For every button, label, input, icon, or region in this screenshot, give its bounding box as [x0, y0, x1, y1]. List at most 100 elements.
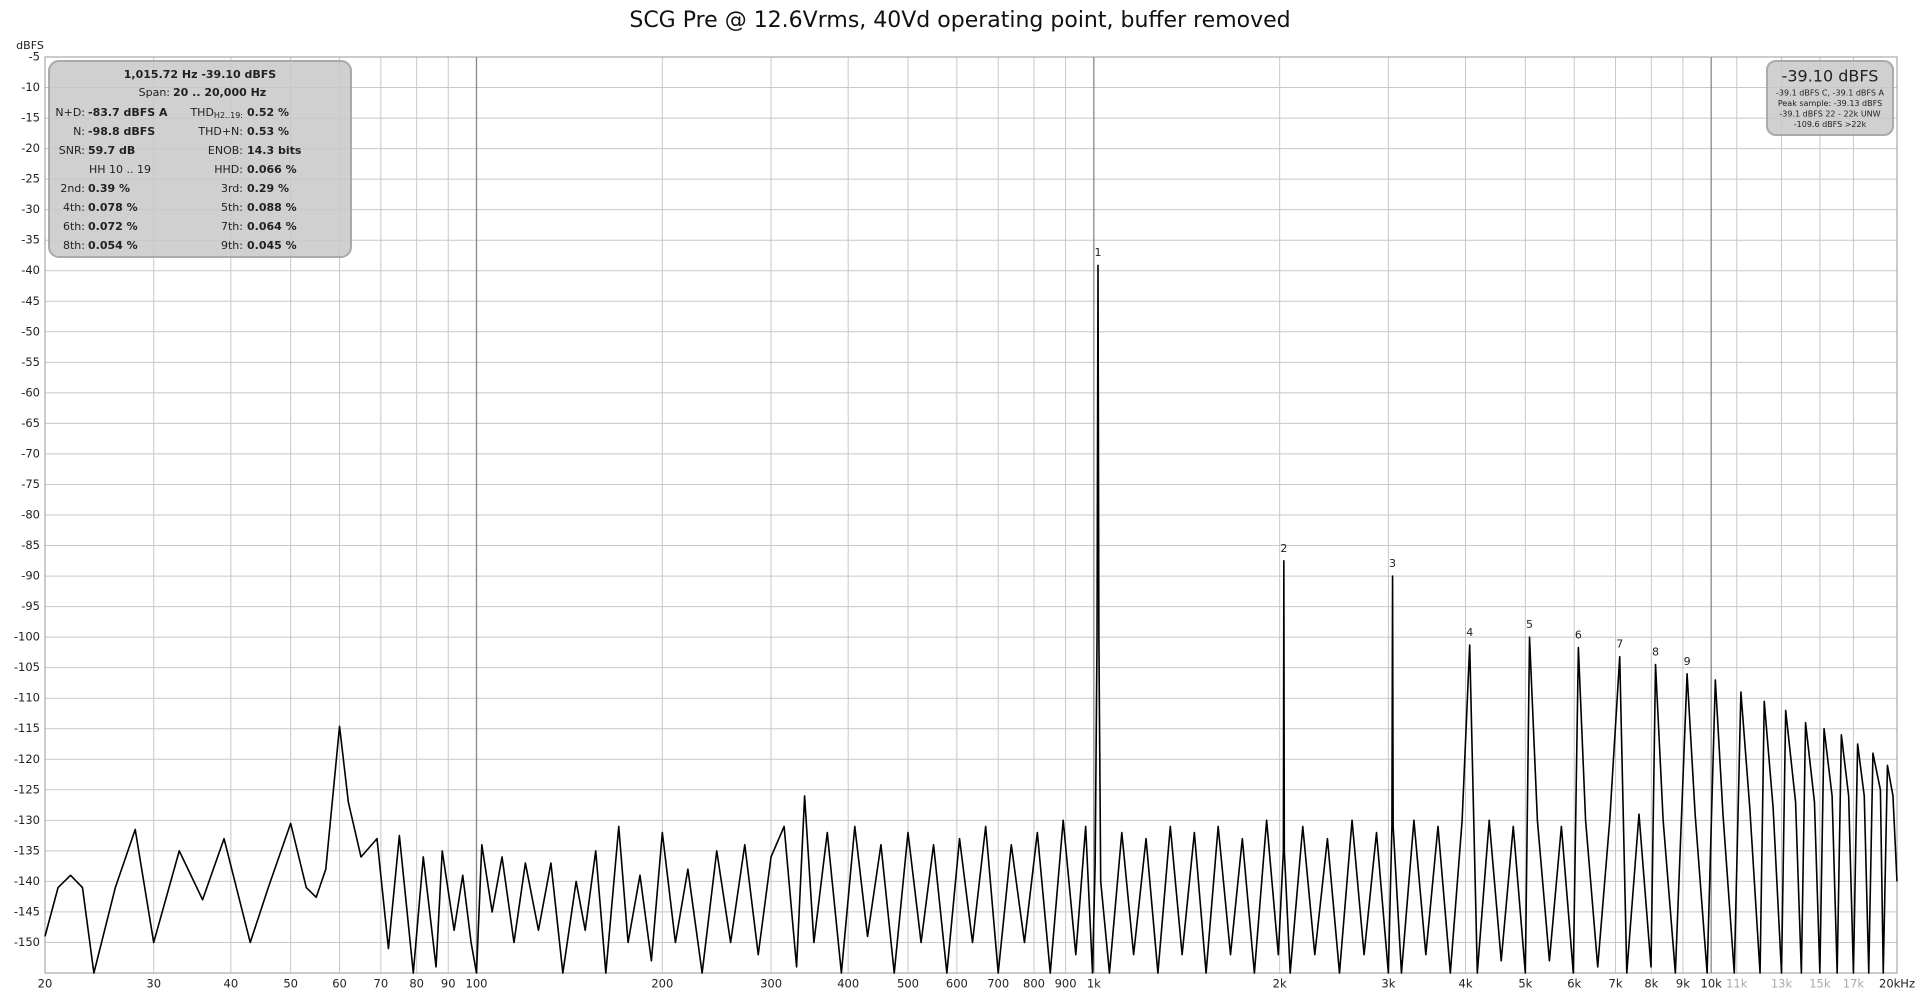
info-label: 5th:: [221, 201, 243, 214]
x-tick-label: 8k: [1644, 977, 1658, 991]
x-tick-label: 2k: [1273, 977, 1287, 991]
y-tick-label: -125: [14, 782, 40, 796]
info-span-value: 20 .. 20,000 Hz: [173, 86, 266, 99]
x-tick-label: 900: [1055, 977, 1077, 991]
x-tick-label: 200: [651, 977, 673, 991]
info-span-label: Span:: [139, 86, 170, 99]
info-label: 7th:: [221, 220, 243, 233]
info-label: THDH2..19:: [189, 106, 243, 120]
info-label-sub: H2..19:: [214, 111, 243, 120]
x-tick-label: 9k: [1676, 977, 1690, 991]
harmonic-label: 3: [1389, 557, 1396, 570]
y-tick-label: -150: [14, 935, 40, 949]
y-tick-label: -140: [14, 874, 40, 888]
y-tick-label: -90: [21, 569, 40, 583]
info-value: 0.072 %: [88, 220, 138, 233]
info-header: 1,015.72 Hz -39.10 dBFS: [124, 68, 277, 81]
level-line: -39.1 dBFS C, -39.1 dBFS A: [1776, 89, 1884, 98]
y-tick-label: -135: [14, 843, 40, 857]
info-label: 4th:: [63, 201, 85, 214]
info-value: 0.53 %: [247, 125, 289, 138]
info-label: 2nd:: [60, 182, 85, 195]
info-label: ENOB:: [208, 144, 243, 157]
x-tick-label: 11k: [1726, 977, 1748, 991]
x-tick-label: 600: [946, 977, 968, 991]
x-tick-label: 70: [374, 977, 389, 991]
info-label: 3rd:: [221, 182, 243, 195]
x-tick-label: 15k: [1809, 977, 1831, 991]
y-tick-label: -70: [21, 446, 40, 460]
harmonic-label: 5: [1526, 618, 1533, 631]
y-tick-label: -55: [21, 355, 40, 369]
x-tick-label: 10k: [1701, 977, 1723, 991]
info-value: 0.52 %: [247, 106, 289, 119]
x-tick-label: 90: [441, 977, 456, 991]
info-value: 0.078 %: [88, 201, 138, 214]
info-value: 0.045 %: [247, 239, 297, 252]
level-line: Peak sample: -39.13 dBFS: [1778, 99, 1882, 108]
y-tick-label: -65: [21, 416, 40, 430]
y-tick-label: -110: [14, 691, 40, 705]
y-tick-label: -40: [21, 263, 40, 277]
harmonic-label: 7: [1616, 638, 1623, 651]
x-tick-label: 13k: [1771, 977, 1793, 991]
info-label: 8th:: [63, 239, 85, 252]
x-tick-label: 1k: [1087, 977, 1101, 991]
info-value: 0.39 %: [88, 182, 130, 195]
x-tick-label: 60: [332, 977, 347, 991]
y-tick-label: -80: [21, 508, 40, 522]
y-tick-label: -45: [21, 294, 40, 308]
info-value: 0.066 %: [247, 163, 297, 176]
x-tick-label: 4k: [1459, 977, 1473, 991]
info-label-main: THD: [189, 106, 213, 119]
y-tick-label: -75: [21, 477, 40, 491]
y-tick-label: -20: [21, 141, 40, 155]
info-value: 0.29 %: [247, 182, 289, 195]
info-label: 9th:: [221, 239, 243, 252]
level-main: -39.10 dBFS: [1782, 67, 1879, 86]
info-value: 0.064 %: [247, 220, 297, 233]
y-axis-label: dBFS: [16, 39, 44, 52]
y-tick-label: -15: [21, 111, 40, 125]
y-tick-label: -30: [21, 202, 40, 216]
harmonic-label: 8: [1652, 646, 1659, 659]
info-value: 14.3 bits: [247, 144, 302, 157]
harmonic-label: 6: [1575, 629, 1582, 642]
y-tick-label: -100: [14, 630, 40, 644]
spectrum-line: [44, 264, 1898, 974]
x-tick-label: 40: [224, 977, 239, 991]
y-tick-label: -145: [14, 904, 40, 918]
info-label: HHD:: [214, 163, 243, 176]
x-tick-label: 800: [1023, 977, 1045, 991]
x-tick-label: 20kHz: [1879, 977, 1915, 991]
x-tick-label: 700: [987, 977, 1009, 991]
info-value: 0.088 %: [247, 201, 297, 214]
info-value: 59.7 dB: [88, 144, 135, 157]
y-tick-label: -50: [21, 324, 40, 338]
level-panel: [1766, 60, 1894, 136]
y-tick-label: -115: [14, 721, 40, 735]
x-tick-label: 100: [466, 977, 488, 991]
info-label: N:: [73, 125, 85, 138]
info-panel: [48, 60, 352, 258]
info-label: THD+N:: [197, 125, 243, 138]
x-tick-label: 500: [897, 977, 919, 991]
y-tick-label: -130: [14, 813, 40, 827]
info-label: N+D:: [55, 106, 85, 119]
level-line: -39.1 dBFS 22 - 22k UNW: [1779, 110, 1880, 119]
y-tick-label: -35: [21, 233, 40, 247]
info-value: 0.054 %: [88, 239, 138, 252]
x-tick-label: 400: [837, 977, 859, 991]
harmonic-label: 2: [1280, 542, 1287, 555]
y-tick-label: -10: [21, 80, 40, 94]
y-tick-label: -25: [21, 172, 40, 186]
info-value: -83.7 dBFS A: [88, 106, 168, 119]
info-label: 6th:: [63, 220, 85, 233]
y-tick-label: -105: [14, 660, 40, 674]
x-tick-label: 50: [283, 977, 298, 991]
x-tick-label: 80: [409, 977, 424, 991]
x-tick-label: 300: [760, 977, 782, 991]
x-tick-label: 20: [38, 977, 53, 991]
x-tick-label: 30: [146, 977, 161, 991]
